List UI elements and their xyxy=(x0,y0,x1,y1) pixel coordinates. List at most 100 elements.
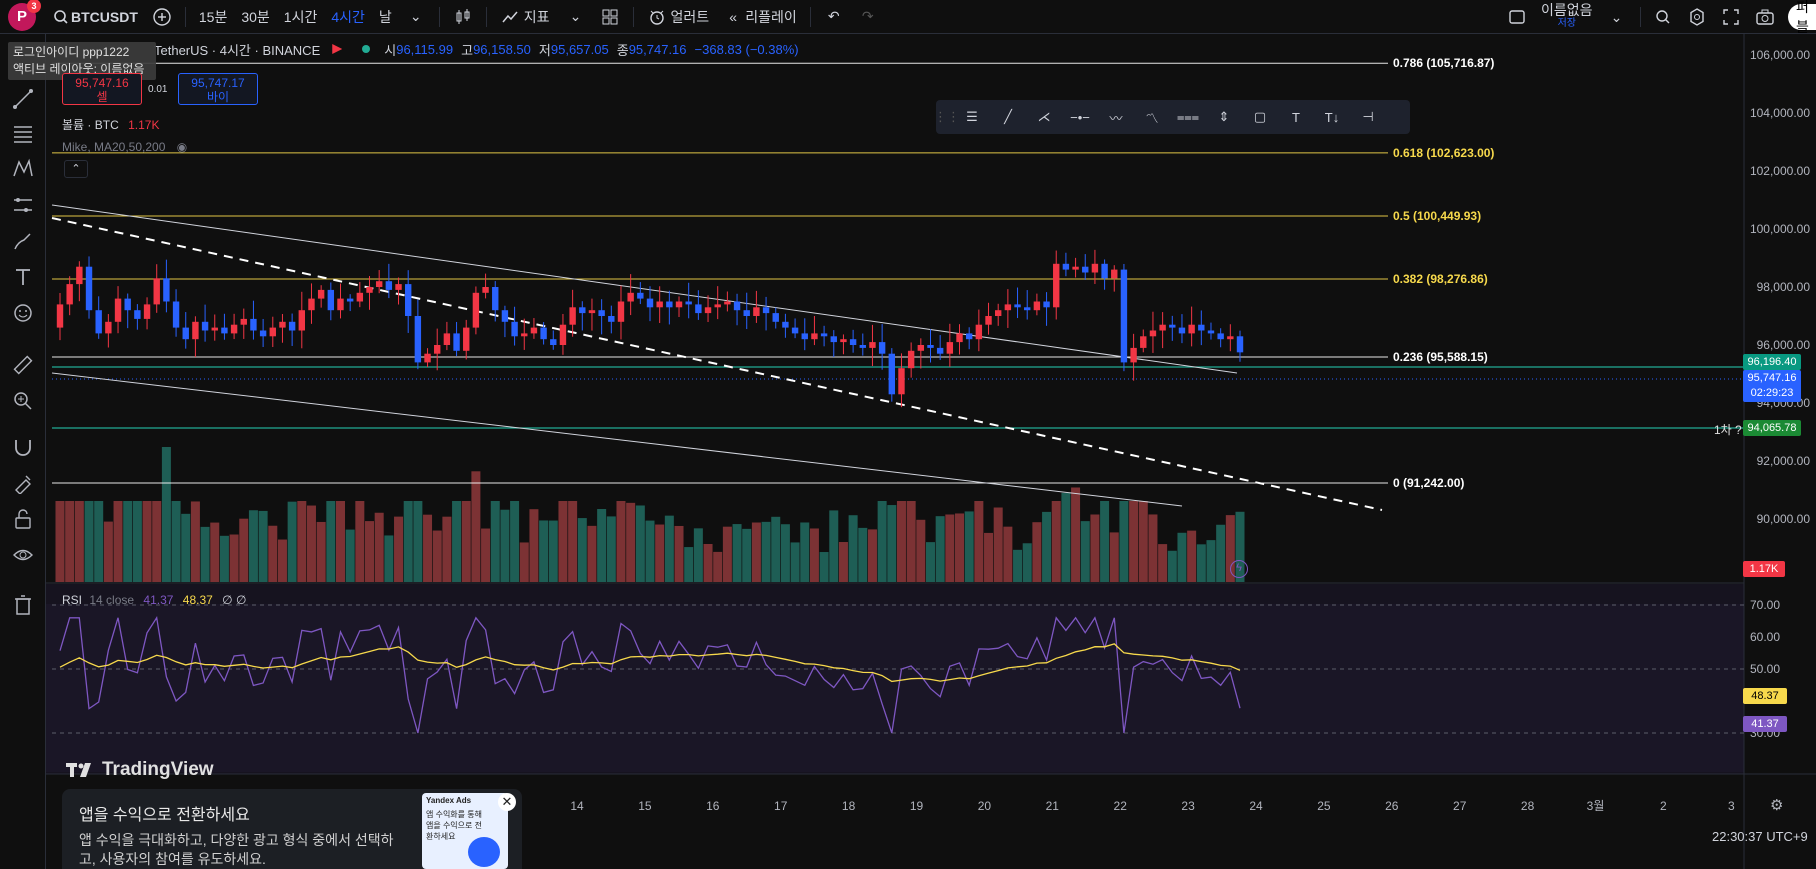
volume-bar xyxy=(1003,526,1013,582)
interval-dropdown[interactable]: ⌄ xyxy=(399,0,433,34)
rectangle-icon[interactable]: ▢ xyxy=(1253,109,1267,124)
fib-levels-icon[interactable]: ☰ xyxy=(966,109,978,124)
fullscreen-button[interactable] xyxy=(1714,0,1748,34)
candle xyxy=(337,298,344,311)
magnet-tool-icon[interactable] xyxy=(12,436,34,458)
symbol-legend[interactable]: TetherUS · 4시간 · BINANCE 시 96,115.99 고 9… xyxy=(56,40,799,58)
collapse-legend-button[interactable]: ⌃ xyxy=(64,160,88,178)
volume-bar xyxy=(877,501,887,582)
hidden-eye-icon[interactable]: ◉ xyxy=(176,140,188,154)
candle xyxy=(375,281,383,287)
buy-button[interactable]: 95,747.17 바이 xyxy=(178,73,258,105)
candle xyxy=(1236,336,1244,353)
replay-button[interactable]: « 리플레이 xyxy=(716,0,804,34)
interval-15m[interactable]: 15분 xyxy=(198,8,228,25)
ad-close-button[interactable]: ✕ xyxy=(498,793,516,811)
chart-settings-gear-icon[interactable]: ⚙ xyxy=(1770,797,1784,814)
interval-1d[interactable]: 날 xyxy=(378,8,392,25)
layout-name-button[interactable]: 이름없음 저장 xyxy=(1534,0,1600,34)
ruler-tool-icon[interactable] xyxy=(12,354,34,376)
settings-button[interactable] xyxy=(1680,0,1714,34)
fork-icon[interactable]: ⋌ xyxy=(1037,109,1051,124)
undo-button[interactable]: ↶ xyxy=(817,0,851,34)
indicators-button[interactable]: 지표 ⌄ xyxy=(493,0,593,34)
layouts-button[interactable] xyxy=(593,0,627,34)
trendline-tool-icon[interactable] xyxy=(12,88,34,110)
candle xyxy=(617,301,625,322)
symbol-search-button[interactable]: BTCUSDT xyxy=(44,0,145,34)
zoom-tool-icon[interactable] xyxy=(12,390,34,412)
price-tick-label: 104,000.00 xyxy=(1750,106,1810,120)
chevron-down-icon: ⌄ xyxy=(409,8,422,24)
volume-bar xyxy=(645,520,655,582)
lock-icon[interactable] xyxy=(12,508,34,530)
ad-banner[interactable]: 앱을 수익으로 전환하세요 앱 수익을 극대화하고, 다양한 광고 형식 중에서… xyxy=(62,789,522,869)
volume-bar xyxy=(945,514,955,582)
lightning-icon[interactable]: ϟ xyxy=(1230,560,1248,578)
candle xyxy=(743,310,750,316)
pattern-tool-icon[interactable] xyxy=(12,158,34,180)
candle xyxy=(946,342,954,354)
volume-bar xyxy=(335,501,345,582)
last-price-tag: 95,747.16 02:29:23 xyxy=(1743,370,1801,402)
rsi-legend[interactable]: RSI 14 close 41.37 48.37 ∅ ∅ xyxy=(62,593,246,607)
segment-icon[interactable]: −•− xyxy=(1070,109,1090,125)
layout-menu-button[interactable]: ⌄ xyxy=(1600,0,1634,34)
layout-toggle-button[interactable] xyxy=(1500,0,1534,34)
trash-icon[interactable] xyxy=(12,594,34,616)
publish-button[interactable]: 퍼블 xyxy=(1788,0,1816,35)
lock-drawing-icon[interactable] xyxy=(12,472,34,494)
range-icon[interactable]: ⇕ xyxy=(1218,109,1230,124)
tradingview-logo[interactable]: TradingView xyxy=(66,759,214,781)
text-tool-icon[interactable] xyxy=(12,266,34,288)
channel-icon[interactable]: ⩶ xyxy=(1176,109,1200,124)
line-icon[interactable]: ╱ xyxy=(1004,109,1012,124)
volume-bar xyxy=(1225,515,1235,582)
volume-bar xyxy=(1061,492,1071,582)
candle xyxy=(366,287,373,293)
quick-search-button[interactable] xyxy=(1646,0,1680,34)
legend-title: TetherUS · 4시간 · BINANCE xyxy=(154,42,321,58)
interval-1h[interactable]: 1시간 xyxy=(283,8,318,25)
forecast-tool-icon[interactable] xyxy=(12,194,34,216)
compare-symbol-button[interactable] xyxy=(145,0,179,34)
candle xyxy=(1014,304,1021,308)
ad-thumbnail[interactable]: Yandex Ads 앱 수익화를 통해 앱을 수익으로 전환하세요 xyxy=(422,793,508,869)
brush-tool-icon[interactable] xyxy=(12,230,34,252)
eye-icon[interactable] xyxy=(12,544,34,566)
sell-button[interactable]: 95,747.16 셀 xyxy=(62,73,142,105)
text-icon[interactable]: T xyxy=(1292,109,1300,125)
volume-bar xyxy=(239,518,249,582)
emoji-tool-icon[interactable] xyxy=(12,302,34,324)
alert-button[interactable]: 얼러트 xyxy=(640,0,717,34)
ma-legend[interactable]: Mike, MA20,50,200 ◉ xyxy=(62,140,187,154)
drag-handle-icon[interactable]: ⋮⋮ xyxy=(934,109,960,124)
flag-icon[interactable] xyxy=(332,44,343,54)
volume-bar xyxy=(1109,532,1119,582)
volume-bar xyxy=(1138,501,1148,582)
open-label: 시 xyxy=(384,42,397,58)
interval-4h[interactable]: 4시간 xyxy=(331,8,365,25)
snapshot-button[interactable] xyxy=(1748,0,1782,34)
candle xyxy=(434,345,441,354)
visibility-icon[interactable]: ⊣ xyxy=(1362,109,1374,124)
wave-15-icon[interactable]: 〰 xyxy=(1109,110,1123,126)
text-size-icon[interactable]: T↓ xyxy=(1324,109,1340,125)
rsi-line xyxy=(59,616,1241,734)
volume-bar xyxy=(1158,544,1168,582)
candle xyxy=(878,342,886,354)
interval-30m[interactable]: 30분 xyxy=(241,8,270,25)
chart-type-button[interactable] xyxy=(446,0,480,34)
candle xyxy=(1159,324,1166,331)
wave-abc-icon[interactable]: 〽 xyxy=(1145,110,1159,126)
candle xyxy=(192,321,199,340)
fib-tool-icon[interactable] xyxy=(12,122,34,144)
volume-legend[interactable]: 볼륨 · BTC 1.17K xyxy=(62,116,159,133)
volume-bar xyxy=(142,501,152,582)
redo-button[interactable]: ↷ xyxy=(851,0,885,34)
candle xyxy=(666,301,673,308)
volume-value: 1.17K xyxy=(128,118,160,132)
